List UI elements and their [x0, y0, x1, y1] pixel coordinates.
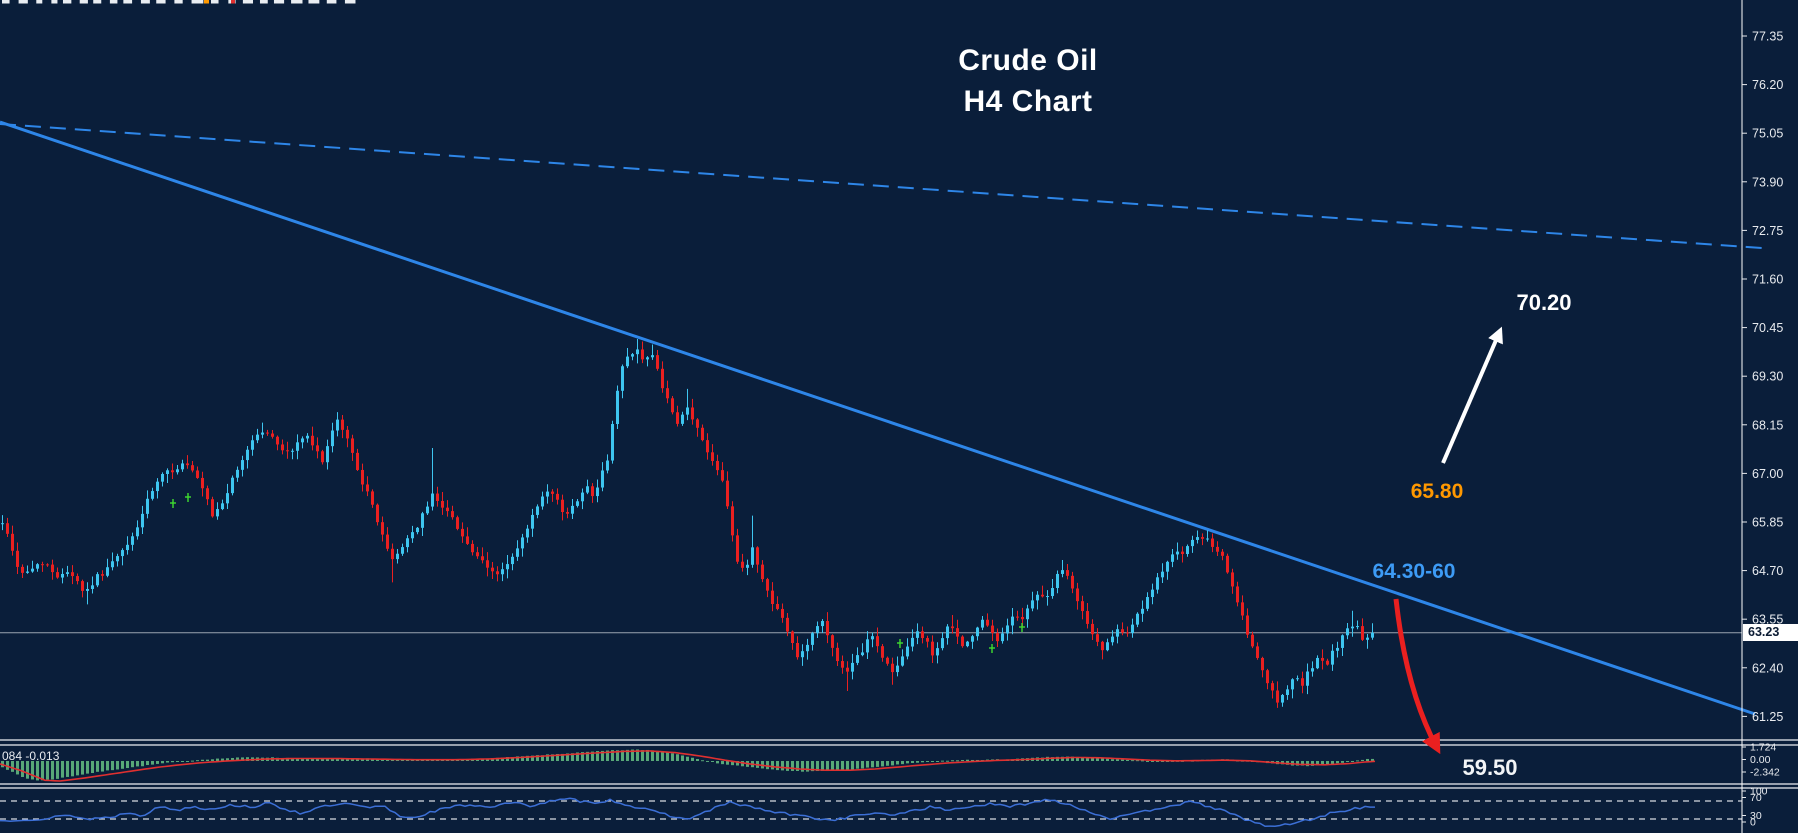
chart-title-line1: Crude Oil — [958, 44, 1098, 77]
annotation-arrows — [1393, 326, 1503, 755]
price-axis: 77.35 76.20 75.05 73.90 72.75 71.60 70.45 69.30… — [1741, 0, 1783, 833]
macd-histogram — [0, 749, 1376, 782]
stochastic-line — [0, 797, 1375, 828]
svg-text:77.35: 77.35 — [1752, 30, 1783, 44]
svg-text:76.20: 76.20 — [1752, 78, 1783, 92]
current-price-box: 63.23 — [1743, 624, 1798, 642]
svg-text:-2.342: -2.342 — [1750, 767, 1780, 779]
svg-text:65.85: 65.85 — [1752, 515, 1783, 529]
svg-text:72.75: 72.75 — [1752, 224, 1783, 238]
svg-text:0.00: 0.00 — [1750, 754, 1771, 766]
svg-text:64.70: 64.70 — [1752, 564, 1783, 578]
svg-text:71.60: 71.60 — [1752, 272, 1783, 286]
svg-text:67.00: 67.00 — [1752, 467, 1783, 481]
zone-level-label: 64.30-60 — [1372, 560, 1456, 583]
fractal-markers — [170, 493, 1025, 653]
svg-text:30: 30 — [1750, 810, 1762, 822]
chart-title-line2: H4 Chart — [963, 85, 1093, 118]
svg-text:63.55: 63.55 — [1752, 613, 1783, 627]
svg-text:68.15: 68.15 — [1752, 418, 1783, 432]
svg-text:75.05: 75.05 — [1752, 127, 1783, 141]
white-up-arrow — [1441, 326, 1503, 464]
red-down-arrow — [1393, 598, 1441, 755]
svg-text:61.25: 61.25 — [1752, 710, 1783, 724]
svg-text:1.724: 1.724 — [1750, 742, 1776, 754]
macd-values-label: 084 -0.013 — [2, 749, 60, 763]
lower-target-label: 59.50 — [1462, 755, 1518, 780]
clipped-info-strip — [2, 0, 356, 4]
trendlines — [0, 120, 1763, 716]
svg-text:62.40: 62.40 — [1752, 661, 1783, 675]
svg-text:69.30: 69.30 — [1752, 370, 1783, 384]
upper-target-label: 70.20 — [1516, 290, 1572, 315]
mid-level-label: 65.80 — [1410, 480, 1464, 503]
svg-text:70: 70 — [1750, 792, 1762, 804]
candlesticks — [1, 339, 1374, 708]
svg-text:100: 100 — [1750, 786, 1768, 798]
chart-title: Crude Oil H4 Chart — [818, 40, 1238, 122]
svg-text:0: 0 — [1750, 817, 1756, 829]
svg-text:73.90: 73.90 — [1752, 175, 1783, 189]
svg-text:70.45: 70.45 — [1752, 321, 1783, 335]
